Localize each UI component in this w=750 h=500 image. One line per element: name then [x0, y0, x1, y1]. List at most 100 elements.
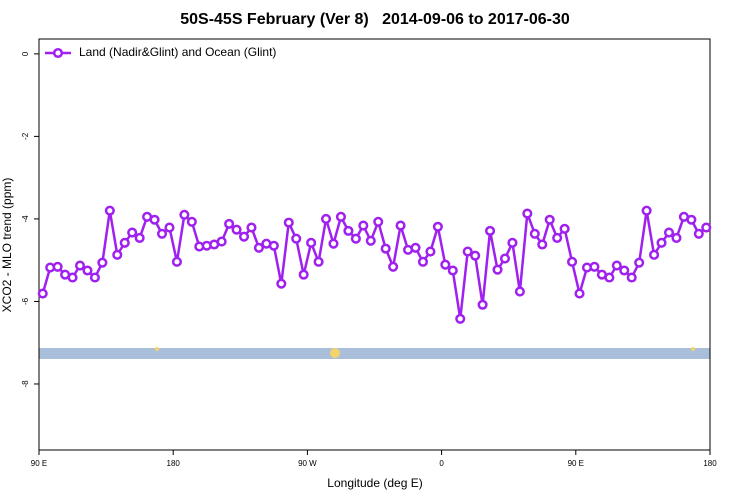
map-strip — [39, 348, 710, 359]
point — [335, 211, 347, 222]
point — [67, 272, 78, 283]
point — [276, 278, 287, 289]
point — [619, 265, 630, 276]
point — [52, 261, 63, 272]
point — [224, 218, 235, 229]
point — [626, 272, 637, 283]
point — [634, 257, 645, 268]
y-tick-label: -8 — [21, 380, 30, 388]
point — [567, 256, 578, 267]
point — [663, 227, 675, 238]
point — [358, 220, 369, 231]
y-tick-label: -6 — [21, 297, 30, 305]
x-tick-label: 90 E — [31, 459, 47, 468]
x-axis-label: Longitude (deg E) — [327, 476, 422, 490]
point — [686, 214, 697, 225]
x-tick-label: 0 — [439, 459, 444, 468]
point — [388, 261, 399, 272]
chart-title: 50S-45S February (Ver 8) 2014-09-06 to 2… — [180, 11, 570, 28]
point — [522, 208, 533, 219]
point — [447, 265, 458, 276]
point — [156, 228, 168, 239]
point — [529, 228, 540, 239]
point — [298, 269, 309, 280]
point — [641, 205, 652, 216]
point — [671, 232, 682, 243]
point — [410, 242, 421, 253]
point — [313, 256, 324, 267]
point — [179, 209, 190, 220]
point — [74, 260, 86, 271]
point — [291, 233, 302, 244]
x-tick-label: 90 E — [568, 459, 584, 468]
point — [589, 261, 600, 272]
point — [268, 240, 279, 251]
x-tick-label: 180 — [167, 459, 181, 468]
point — [432, 221, 443, 232]
point — [604, 272, 615, 283]
point — [119, 237, 130, 248]
point — [544, 214, 555, 225]
x-tick-label: 180 — [703, 459, 717, 468]
point — [574, 288, 585, 299]
point — [350, 233, 361, 244]
point — [485, 225, 496, 236]
point — [231, 224, 242, 235]
point — [477, 299, 488, 310]
y-tick-label: -2 — [21, 132, 30, 140]
point — [97, 257, 108, 268]
point — [693, 228, 704, 239]
point — [373, 216, 384, 227]
point — [417, 256, 429, 267]
point — [186, 216, 197, 227]
x-tick-label: 90 W — [298, 459, 317, 468]
point — [216, 236, 227, 247]
point — [611, 260, 622, 271]
point — [343, 225, 354, 236]
point — [380, 243, 391, 254]
point — [462, 246, 473, 257]
point — [492, 264, 503, 275]
point — [499, 253, 511, 264]
y-axis-label: XCO2 - MLO trend (ppm) — [0, 178, 14, 313]
legend-marker — [52, 47, 64, 59]
point — [253, 242, 264, 253]
point — [134, 232, 145, 243]
point — [171, 256, 182, 267]
point — [246, 222, 257, 233]
point — [552, 232, 563, 243]
point — [455, 313, 466, 324]
point — [127, 227, 138, 238]
point — [283, 217, 294, 228]
point — [238, 231, 250, 242]
point — [328, 238, 339, 249]
point — [112, 249, 123, 260]
point — [149, 214, 160, 225]
point — [559, 223, 570, 234]
land-dot — [330, 348, 340, 358]
point — [306, 237, 317, 248]
point — [649, 249, 660, 260]
point — [164, 222, 175, 233]
point — [89, 272, 100, 283]
point — [440, 259, 451, 270]
point — [37, 288, 48, 299]
point — [425, 246, 436, 257]
point — [82, 265, 93, 276]
point — [104, 205, 115, 216]
y-tick-label: 0 — [21, 51, 30, 56]
point — [395, 220, 406, 231]
land-dot — [691, 347, 695, 351]
series-line — [41, 209, 708, 321]
land-dot — [155, 347, 159, 351]
point — [507, 237, 518, 248]
plot-frame — [38, 38, 711, 451]
point — [365, 235, 376, 246]
point — [470, 250, 481, 261]
y-tick-label: -4 — [21, 215, 30, 223]
legend-label: Land (Nadir&Glint) and Ocean (Glint) — [79, 45, 276, 59]
point — [514, 286, 525, 297]
point — [656, 237, 667, 248]
point — [701, 222, 712, 233]
